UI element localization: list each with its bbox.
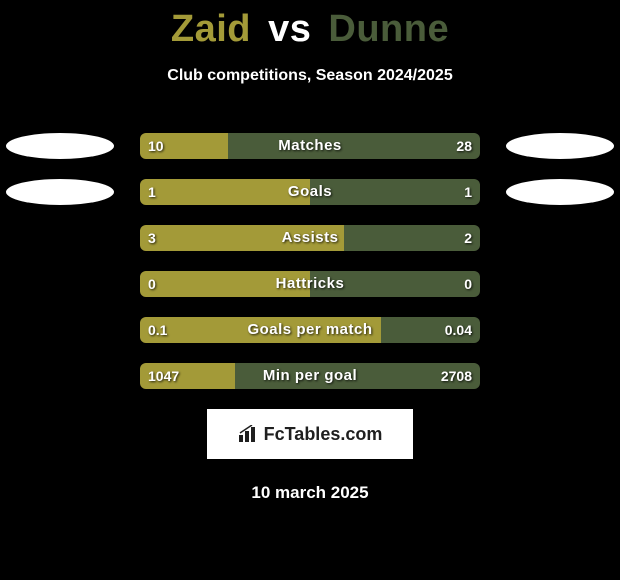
logo-box: FcTables.com bbox=[207, 409, 413, 459]
stat-label: Min per goal bbox=[140, 363, 480, 389]
stat-row: 00Hattricks bbox=[0, 271, 620, 297]
stat-bar-track: 0.10.04Goals per match bbox=[140, 317, 480, 343]
stat-bar-track: 11Goals bbox=[140, 179, 480, 205]
player1-marker bbox=[6, 133, 114, 159]
stat-row: 10472708Min per goal bbox=[0, 363, 620, 389]
player1-name: Zaid bbox=[171, 8, 251, 50]
stat-bar-track: 1028Matches bbox=[140, 133, 480, 159]
subtitle: Club competitions, Season 2024/2025 bbox=[0, 67, 620, 85]
logo-text: FcTables.com bbox=[264, 424, 383, 445]
player1-marker bbox=[6, 179, 114, 205]
stat-label: Goals bbox=[140, 179, 480, 205]
stat-label: Assists bbox=[140, 225, 480, 251]
bar-chart-icon bbox=[238, 425, 260, 443]
stat-row: 1028Matches bbox=[0, 133, 620, 159]
stat-bar-track: 10472708Min per goal bbox=[140, 363, 480, 389]
stat-label: Matches bbox=[140, 133, 480, 159]
date-text: 10 march 2025 bbox=[0, 483, 620, 503]
stat-row: 11Goals bbox=[0, 179, 620, 205]
stat-bar-track: 00Hattricks bbox=[140, 271, 480, 297]
comparison-title: Zaid vs Dunne bbox=[0, 0, 620, 51]
player2-name: Dunne bbox=[328, 8, 449, 50]
player2-marker bbox=[506, 133, 614, 159]
stat-label: Goals per match bbox=[140, 317, 480, 343]
stat-row: 32Assists bbox=[0, 225, 620, 251]
stats-chart: 1028Matches 11Goals 32Assists 00Hattricks 0.… bbox=[0, 133, 620, 389]
player2-marker bbox=[506, 179, 614, 205]
fctables-logo: FcTables.com bbox=[238, 424, 383, 445]
vs-separator: vs bbox=[268, 8, 311, 50]
stat-label: Hattricks bbox=[140, 271, 480, 297]
stat-bar-track: 32Assists bbox=[140, 225, 480, 251]
stat-row: 0.10.04Goals per match bbox=[0, 317, 620, 343]
